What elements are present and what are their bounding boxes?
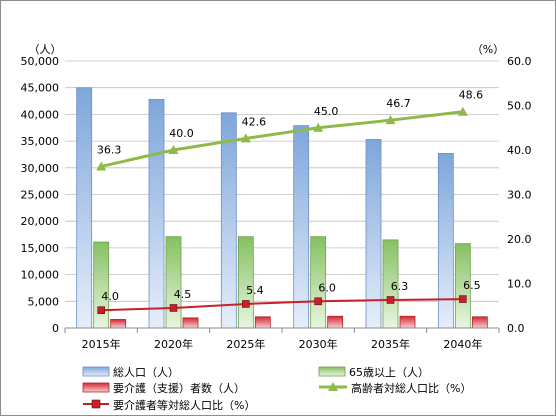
line-elderly-ratio (100, 110, 464, 168)
data-labels: 36.3 40.0 42.6 45.0 46.7 48.6 4.0 4.5 5.4 6.0 6.3 6… (97, 89, 483, 303)
right-tick-label: 0.0 (507, 322, 525, 335)
bar-total (76, 87, 93, 329)
bar-care (182, 317, 199, 329)
legend-label-elderly-ratio: 高齢者対総人口比（%） (351, 381, 471, 395)
left-tick-label: 15,000 (21, 242, 60, 255)
x-tick-label: 2035年 (371, 337, 410, 351)
marker-care-ratio (459, 295, 467, 303)
data-label-elderly-ratio: 40.0 (169, 127, 194, 140)
bar-care (110, 319, 127, 329)
legend-swatch-total (82, 366, 110, 377)
bar-total (293, 125, 310, 329)
bar-care (327, 315, 344, 329)
plot-area (65, 60, 499, 328)
right-axis-unit: （%） (472, 43, 504, 56)
x-tick-label: 2025年 (226, 337, 265, 351)
data-label-care-ratio: 6.0 (318, 281, 336, 294)
left-tick-label: 20,000 (21, 215, 60, 228)
marker-elderly-ratio (168, 145, 179, 154)
right-axis-ticks: 0.0 10.0 20.0 30.0 40.0 50.0 60.0 (507, 55, 532, 335)
left-tick-label: 5,000 (28, 295, 60, 308)
bar-care (471, 316, 488, 329)
data-label-care-ratio: 4.0 (101, 290, 119, 303)
right-tick-label: 50.0 (507, 100, 532, 113)
legend-marker-care-ratio (91, 399, 101, 409)
legend-label-care-ratio: 要介護者等対総人口比（%） (113, 398, 255, 412)
marker-care-ratio (97, 306, 105, 315)
line-care-ratio (101, 298, 463, 312)
data-label-care-ratio: 5.4 (246, 284, 264, 297)
left-tick-label: 50,000 (21, 55, 60, 68)
marker-care-ratio (386, 296, 395, 304)
bar-total (220, 112, 237, 329)
marker-elderly-ratio (457, 106, 468, 116)
bar-elderly (93, 241, 110, 329)
legend: 総人口（人） 65歳以上（人） 要介護（支援）者数（人） 高齢者対総人口比（%）… (82, 365, 471, 412)
right-tick-label: 20.0 (507, 233, 532, 246)
data-label-elderly-ratio: 36.3 (97, 143, 122, 156)
left-tick-label: 30,000 (21, 162, 60, 175)
x-axis-ticks: 2015年 2020年 2025年 2030年 2035年 2040年 (64, 328, 500, 351)
bar-care (399, 315, 416, 329)
bars (76, 87, 488, 329)
x-tick-label: 2040年 (443, 337, 482, 351)
left-axis-unit: （人） (29, 43, 62, 56)
left-tick-label: 10,000 (21, 269, 60, 282)
data-label-elderly-ratio: 42.6 (242, 115, 267, 128)
x-tick-label: 2020年 (154, 337, 193, 351)
marker-care-ratio (242, 300, 250, 308)
data-label-care-ratio: 4.5 (174, 288, 192, 301)
marker-elderly-ratio (385, 115, 396, 125)
data-label-elderly-ratio: 46.7 (386, 97, 411, 110)
data-label-care-ratio: 6.5 (463, 279, 481, 292)
legend-label-elderly: 65歳以上（人） (349, 366, 429, 379)
legend-label-care: 要介護（支援）者数（人） (113, 381, 245, 395)
left-tick-label: 35,000 (21, 135, 60, 148)
bar-elderly (165, 236, 182, 329)
legend-marker-elderly-ratio (328, 382, 338, 391)
data-label-elderly-ratio: 45.0 (314, 105, 339, 118)
legend-swatch-elderly (318, 366, 346, 377)
left-tick-label: 25,000 (21, 189, 60, 202)
bar-care (254, 316, 271, 329)
legend-swatch-care (82, 382, 110, 393)
legend-label-total: 総人口（人） (113, 365, 179, 379)
x-tick-label: 2030年 (299, 337, 338, 351)
line-series (96, 106, 468, 315)
left-tick-label: 45,000 (21, 82, 60, 95)
marker-elderly-ratio (96, 161, 107, 171)
bar-total (437, 152, 454, 329)
right-tick-label: 30.0 (507, 189, 532, 202)
data-label-care-ratio: 6.3 (391, 280, 409, 293)
left-tick-label: 40,000 (21, 108, 60, 121)
left-axis-ticks: 0 5,000 10,000 15,000 20,000 25,000 30,000 35,0… (21, 55, 60, 335)
marker-elderly-ratio (240, 133, 251, 143)
data-label-elderly-ratio: 48.6 (459, 89, 484, 102)
left-tick-label: 0 (52, 322, 59, 335)
bar-total (148, 99, 165, 329)
marker-elderly-ratio (313, 122, 324, 132)
marker-care-ratio (169, 304, 178, 312)
right-tick-label: 60.0 (507, 55, 532, 68)
marker-care-ratio (314, 297, 322, 306)
bar-elderly (237, 236, 254, 329)
gridlines (65, 60, 499, 302)
x-tick-label: 2015年 (82, 337, 121, 351)
right-tick-label: 40.0 (507, 144, 532, 157)
right-tick-label: 10.0 (507, 278, 532, 291)
